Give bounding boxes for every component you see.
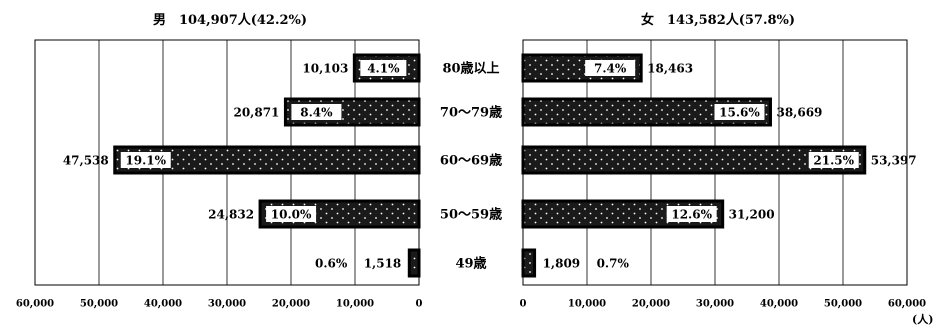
left-percent-box — [360, 60, 407, 76]
left-percent-label: 10.0% — [271, 208, 312, 222]
left-bar — [407, 248, 421, 278]
left-percent-label: 4.1% — [367, 62, 400, 76]
right-bar — [521, 145, 867, 175]
age-category-label: 70〜79歳 — [440, 105, 502, 121]
right-percent-label: 12.6% — [671, 208, 712, 222]
right-value-label: 18,463 — [647, 62, 693, 76]
left-bar — [283, 97, 421, 127]
left-value-label: 20,871 — [233, 106, 279, 120]
right-percent-label: 15.6% — [719, 106, 760, 120]
age-category-label: 49歳 — [455, 256, 486, 272]
age-category-label: 50〜59歳 — [440, 207, 502, 223]
right-tick-label: 50,000 — [824, 299, 862, 310]
left-percent-label: 0.6% — [315, 257, 348, 271]
x-axis-unit: (人) — [912, 312, 933, 326]
right-percent-box — [808, 152, 859, 168]
right-tick-label: 30,000 — [696, 299, 734, 310]
left-tick-label: 60,000 — [16, 299, 54, 310]
right-percent-label: 21.5% — [813, 154, 854, 168]
left-tick-label: 30,000 — [208, 299, 246, 310]
right-bars: 7.4% 18,463 15.6% 38,669 21.5% 53,397 12.6% 31,… — [521, 53, 917, 278]
category-labels: 80歳以上 70〜79歳 60〜69歳 50〜59歳 49歳 — [440, 61, 502, 272]
right-value-label: 53,397 — [871, 154, 917, 168]
left-value-label: 24,832 — [208, 208, 254, 222]
right-value-label: 31,200 — [729, 208, 775, 222]
left-tick-label: 0 — [416, 299, 423, 310]
left-percent-label: 19.1% — [125, 154, 166, 168]
right-tick-label: 0 — [520, 299, 527, 310]
right-panel-title: 女 143,582人(57.8%) — [641, 12, 795, 28]
right-percent-label: 7.4% — [594, 62, 627, 76]
right-tick-label: 10,000 — [568, 299, 606, 310]
left-value-label: 1,518 — [364, 257, 402, 271]
right-percent-box — [585, 60, 636, 76]
left-tick-label: 50,000 — [80, 299, 118, 310]
age-category-label: 60〜69歳 — [440, 153, 502, 169]
left-value-label: 10,103 — [302, 62, 348, 76]
left-percent-box — [120, 152, 171, 168]
right-tick-label: 20,000 — [632, 299, 670, 310]
left-percent-box — [291, 104, 342, 120]
right-tick-labels: 0 10,000 20,000 30,000 40,000 50,000 60,000 — [520, 299, 927, 310]
right-percent-label: 0.7% — [597, 257, 630, 271]
left-panel-title: 男 104,907人(42.2%) — [153, 12, 307, 28]
right-bar — [521, 248, 537, 278]
left-percent-box — [266, 206, 317, 222]
right-percent-box — [666, 206, 717, 222]
right-tick-label: 60,000 — [888, 299, 926, 310]
left-value-label: 47,538 — [63, 154, 109, 168]
right-value-label: 38,669 — [776, 106, 822, 120]
left-percent-label: 8.4% — [300, 106, 333, 120]
left-tick-labels: 60,000 50,000 40,000 30,000 20,000 10,000 0 — [16, 299, 423, 310]
right-value-label: 1,809 — [543, 257, 581, 271]
left-tick-label: 20,000 — [272, 299, 310, 310]
left-tick-label: 10,000 — [336, 299, 374, 310]
left-bars: 4.1% 10,103 8.4% 20,871 19.1% 47,538 10.0% 24,8… — [63, 53, 421, 278]
right-tick-label: 40,000 — [760, 299, 798, 310]
right-percent-box — [714, 104, 765, 120]
age-category-label: 80歳以上 — [442, 61, 499, 77]
left-tick-label: 40,000 — [144, 299, 182, 310]
